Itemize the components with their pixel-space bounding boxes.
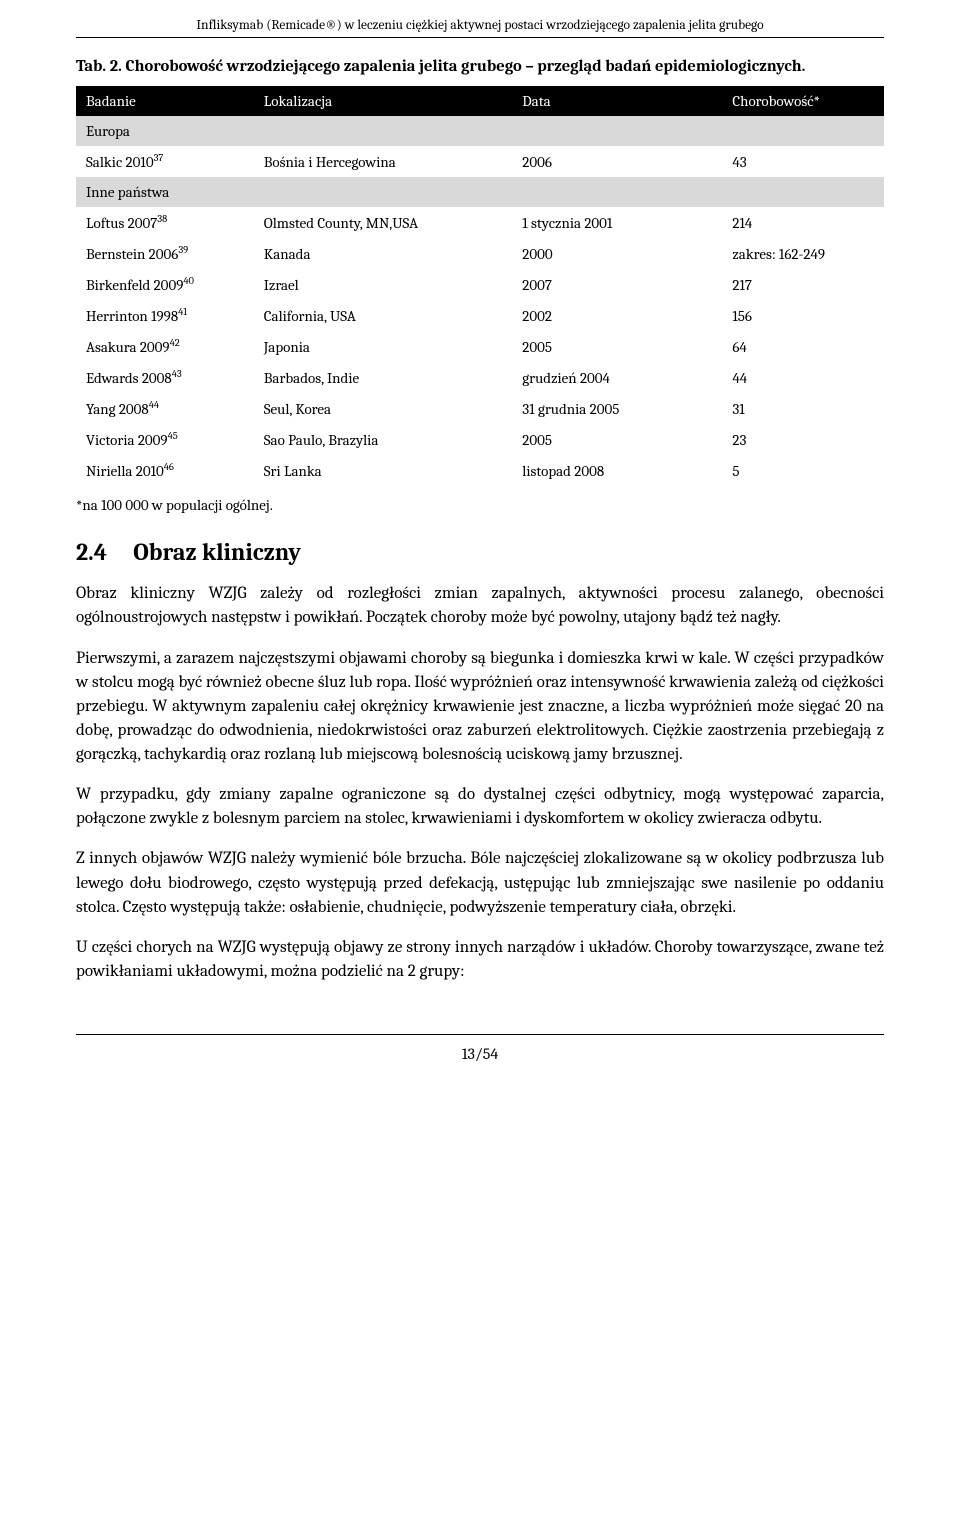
cell-chorobowosc: 217 xyxy=(722,269,884,300)
table-footnote: *na 100 000 w populacji ogólnej. xyxy=(76,496,884,514)
cell-data: grudzień 2004 xyxy=(512,362,722,393)
cell-data: 2000 xyxy=(512,238,722,269)
header-rule xyxy=(76,37,884,38)
cell-lokalizacja: Sri Lanka xyxy=(254,455,513,486)
cell-lokalizacja: Sao Paulo, Brazylia xyxy=(254,424,513,455)
table-section-label: Europa xyxy=(76,116,884,146)
body-paragraph: Pierwszymi, a zarazem najczęstszymi obja… xyxy=(76,647,884,768)
table-row: Victoria 200945Sao Paulo, Brazylia200523 xyxy=(76,424,884,455)
col-header-chorobowosc: Chorobowość* xyxy=(722,86,884,116)
table-row: Loftus 200738Olmsted County, MN,USA1 sty… xyxy=(76,207,884,238)
col-header-lokalizacja: Lokalizacja xyxy=(254,86,513,116)
footer-rule xyxy=(76,1034,884,1035)
table-row: Bernstein 200639Kanada2000zakres: 162-24… xyxy=(76,238,884,269)
table-row: Yang 200844Seul, Korea31 grudnia 200531 xyxy=(76,393,884,424)
cell-lokalizacja: Bośnia i Hercegowina xyxy=(254,146,513,177)
table-row: Edwards 200843Barbados, Indiegrudzień 20… xyxy=(76,362,884,393)
cell-badanie: Asakura 200942 xyxy=(76,331,254,362)
cell-chorobowosc: 31 xyxy=(722,393,884,424)
cell-badanie: Victoria 200945 xyxy=(76,424,254,455)
cell-data: 1 stycznia 2001 xyxy=(512,207,722,238)
table-caption: Tab. 2. Chorobowość wrzodziejącego zapal… xyxy=(76,56,884,78)
table-row: Salkic 201037Bośnia i Hercegowina200643 xyxy=(76,146,884,177)
cell-badanie: Niriella 201046 xyxy=(76,455,254,486)
body-paragraph: W przypadku, gdy zmiany zapalne ogranicz… xyxy=(76,783,884,831)
cell-chorobowosc: 214 xyxy=(722,207,884,238)
running-header: Infliksymab (Remicade®) w leczeniu ciężk… xyxy=(76,18,884,33)
cell-badanie: Yang 200844 xyxy=(76,393,254,424)
col-header-badanie: Badanie xyxy=(76,86,254,116)
epidemiology-table: Badanie Lokalizacja Data Chorobowość* Eu… xyxy=(76,86,884,486)
cell-chorobowosc: 64 xyxy=(722,331,884,362)
cell-chorobowosc: 156 xyxy=(722,300,884,331)
cell-lokalizacja: Kanada xyxy=(254,238,513,269)
cell-data: 2007 xyxy=(512,269,722,300)
cell-chorobowosc: 5 xyxy=(722,455,884,486)
cell-data: 31 grudnia 2005 xyxy=(512,393,722,424)
cell-data: listopad 2008 xyxy=(512,455,722,486)
col-header-data: Data xyxy=(512,86,722,116)
cell-lokalizacja: Japonia xyxy=(254,331,513,362)
cell-badanie: Herrinton 199841 xyxy=(76,300,254,331)
cell-lokalizacja: California, USA xyxy=(254,300,513,331)
cell-chorobowosc: 23 xyxy=(722,424,884,455)
table-row: Herrinton 199841California, USA2002156 xyxy=(76,300,884,331)
cell-chorobowosc: zakres: 162-249 xyxy=(722,238,884,269)
cell-lokalizacja: Seul, Korea xyxy=(254,393,513,424)
table-section-row: Inne państwa xyxy=(76,177,884,207)
cell-badanie: Salkic 201037 xyxy=(76,146,254,177)
cell-lokalizacja: Izrael xyxy=(254,269,513,300)
cell-chorobowosc: 44 xyxy=(722,362,884,393)
table-section-label: Inne państwa xyxy=(76,177,884,207)
table-section-row: Europa xyxy=(76,116,884,146)
cell-data: 2006 xyxy=(512,146,722,177)
cell-badanie: Edwards 200843 xyxy=(76,362,254,393)
cell-data: 2005 xyxy=(512,424,722,455)
cell-data: 2002 xyxy=(512,300,722,331)
cell-lokalizacja: Barbados, Indie xyxy=(254,362,513,393)
cell-badanie: Bernstein 200639 xyxy=(76,238,254,269)
section-title: Obraz kliniczny xyxy=(133,538,301,566)
cell-data: 2005 xyxy=(512,331,722,362)
body-paragraph: Z innych objawów WZJG należy wymienić bó… xyxy=(76,847,884,919)
cell-badanie: Birkenfeld 200940 xyxy=(76,269,254,300)
section-number: 2.4 xyxy=(76,538,128,566)
cell-badanie: Loftus 200738 xyxy=(76,207,254,238)
table-row: Niriella 201046Sri Lankalistopad 20085 xyxy=(76,455,884,486)
section-heading: 2.4 Obraz kliniczny xyxy=(76,538,884,566)
cell-chorobowosc: 43 xyxy=(722,146,884,177)
body-paragraph: U części chorych na WZJG występują objaw… xyxy=(76,936,884,984)
table-row: Birkenfeld 200940Izrael2007217 xyxy=(76,269,884,300)
table-header-row: Badanie Lokalizacja Data Chorobowość* xyxy=(76,86,884,116)
cell-lokalizacja: Olmsted County, MN,USA xyxy=(254,207,513,238)
body-paragraph: Obraz kliniczny WZJG zależy od rozległoś… xyxy=(76,582,884,630)
body-text-container: Obraz kliniczny WZJG zależy od rozległoś… xyxy=(76,582,884,984)
page-number: 13/54 xyxy=(76,1045,884,1063)
table-row: Asakura 200942Japonia200564 xyxy=(76,331,884,362)
